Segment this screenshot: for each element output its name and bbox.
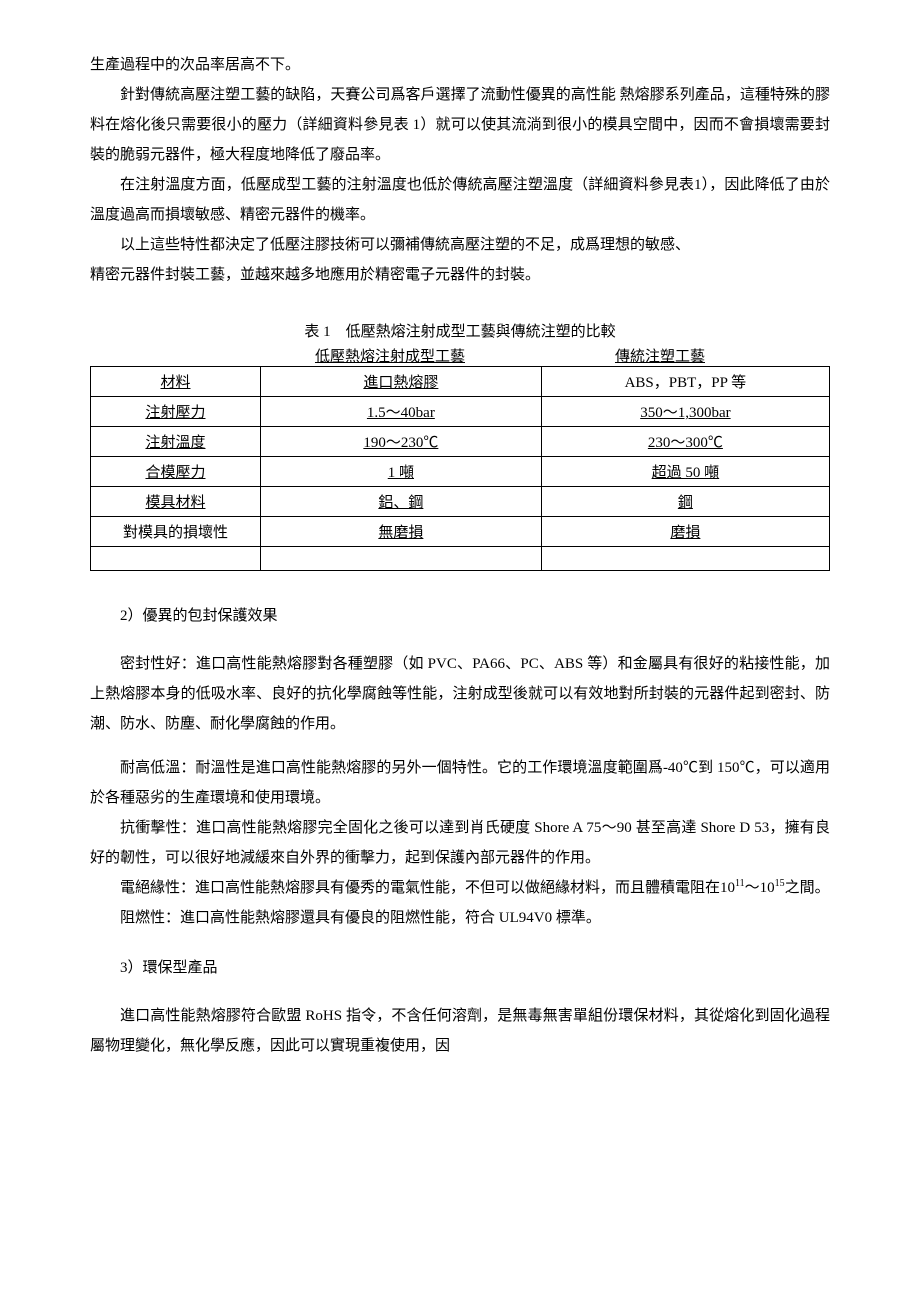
table-cell: ABS，PBT，PP 等 bbox=[625, 375, 747, 391]
paragraph-3-line1: 以上這些特性都決定了低壓注膠技術可以彌補傳統高壓注塑的不足，成爲理想的敏感、 bbox=[90, 230, 830, 260]
table-caption: 表 1 低壓熱熔注射成型工藝與傳統注塑的比較 bbox=[90, 320, 830, 341]
table-cell: 模具材料 bbox=[145, 495, 205, 511]
table-cell: 磨損 bbox=[670, 525, 700, 541]
paragraph-3-line2: 精密元器件封裝工藝，並越來越多地應用於精密電子元器件的封裝。 bbox=[90, 260, 830, 290]
insulation-text-mid: ～10 bbox=[745, 880, 775, 896]
table-cell: 對模具的損壞性 bbox=[123, 525, 228, 541]
table-cell: 230～300℃ bbox=[648, 435, 723, 451]
insulation-exp1: 11 bbox=[735, 878, 745, 889]
insulation-text-pre: 電絕緣性：進口高性能熱熔膠具有優秀的電氣性能，不但可以做絕緣材料，而且體積電阻在… bbox=[120, 880, 735, 896]
table-row: 對模具的損壞性 無磨損 磨損 bbox=[91, 517, 830, 547]
table-row: 合模壓力 1 噸 超過 50 噸 bbox=[91, 457, 830, 487]
table-row: 注射壓力 1.5～40bar 350～1,300bar bbox=[91, 397, 830, 427]
paragraph-0: 生產過程中的次品率居高不下。 bbox=[90, 50, 830, 80]
paragraph-impact: 抗衝擊性：進口高性能熱熔膠完全固化之後可以達到肖氏硬度 Shore A 75～9… bbox=[90, 813, 830, 873]
table-cell: 1 噸 bbox=[388, 465, 414, 481]
table-row-empty bbox=[91, 547, 830, 571]
paragraph-flame: 阻燃性：進口高性能熱熔膠還具有優良的阻燃性能，符合 UL94V0 標準。 bbox=[90, 903, 830, 933]
table-cell: 190～230℃ bbox=[363, 435, 438, 451]
table-cell: 鋼 bbox=[678, 495, 693, 511]
section-3-header: 3）環保型產品 bbox=[90, 953, 830, 983]
table-cell: 進口熱熔膠 bbox=[363, 375, 438, 391]
table-row: 模具材料 鋁、鋼 鋼 bbox=[91, 487, 830, 517]
insulation-text-post: 之間。 bbox=[785, 880, 830, 896]
table-header-col1: 低壓熱熔注射成型工藝 bbox=[255, 345, 525, 366]
table-cell: 合模壓力 bbox=[145, 465, 205, 481]
paragraph-temperature: 耐高低溫：耐溫性是進口高性能熱熔膠的另外一個特性。它的工作環境溫度範圍爲-40℃… bbox=[90, 753, 830, 813]
table-column-headers: 低壓熱熔注射成型工藝 傳統注塑工藝 bbox=[90, 345, 830, 366]
table-cell: 超過 50 噸 bbox=[652, 465, 720, 481]
table-cell: 350～1,300bar bbox=[640, 405, 730, 421]
table-row: 材料 進口熱熔膠 ABS，PBT，PP 等 bbox=[91, 367, 830, 397]
paragraph-1: 針對傳統高壓注塑工藝的缺陷，天賽公司爲客戶選擇了流動性優異的高性能 熱熔膠系列產… bbox=[90, 80, 830, 170]
paragraph-eco: 進口高性能熱熔膠符合歐盟 RoHS 指令，不含任何溶劑，是無毒無害單組份環保材料… bbox=[90, 1001, 830, 1061]
table-cell: 材料 bbox=[160, 375, 190, 391]
paragraph-insulation: 電絕緣性：進口高性能熱熔膠具有優秀的電氣性能，不但可以做絕緣材料，而且體積電阻在… bbox=[90, 873, 830, 903]
table-header-col2: 傳統注塑工藝 bbox=[525, 345, 795, 366]
section-2-header: 2）優異的包封保護效果 bbox=[90, 601, 830, 631]
paragraph-sealing: 密封性好：進口高性能熱熔膠對各種塑膠（如 PVC、PA66、PC、ABS 等）和… bbox=[90, 649, 830, 739]
table-cell: 鋁、鋼 bbox=[378, 495, 423, 511]
table-row: 注射溫度 190～230℃ 230～300℃ bbox=[91, 427, 830, 457]
table-cell: 注射壓力 bbox=[145, 405, 205, 421]
table-cell: 1.5～40bar bbox=[367, 405, 435, 421]
table-cell: 無磨損 bbox=[378, 525, 423, 541]
paragraph-2: 在注射溫度方面，低壓成型工藝的注射溫度也低於傳統高壓注塑溫度（詳細資料參見表1）… bbox=[90, 170, 830, 230]
comparison-table: 材料 進口熱熔膠 ABS，PBT，PP 等 注射壓力 1.5～40bar 350… bbox=[90, 366, 830, 571]
insulation-exp2: 15 bbox=[775, 878, 785, 889]
table-cell: 注射溫度 bbox=[145, 435, 205, 451]
